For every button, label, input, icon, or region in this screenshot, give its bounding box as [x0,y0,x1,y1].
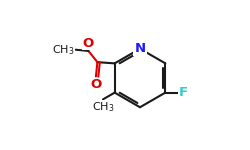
Text: CH$_3$: CH$_3$ [92,100,114,114]
Text: O: O [83,37,94,50]
Text: F: F [179,86,188,99]
Text: CH$_3$: CH$_3$ [52,43,75,57]
Text: N: N [134,42,145,55]
Text: O: O [90,78,102,91]
